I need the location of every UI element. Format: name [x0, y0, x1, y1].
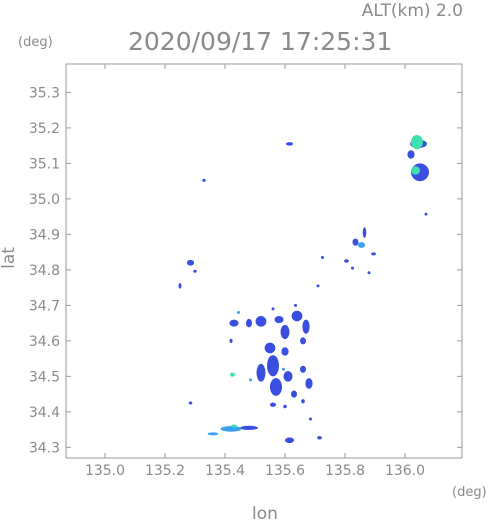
- echo-cell-weak: [291, 390, 297, 398]
- x-unit-label: (deg): [452, 485, 487, 500]
- echo-cell-medium: [207, 432, 219, 436]
- echo-cell-weak: [267, 355, 279, 377]
- echo-cell-weak: [367, 271, 371, 275]
- echo-cell-weak: [300, 337, 306, 345]
- plot-frame: [65, 63, 463, 459]
- echo-cell-weak: [302, 319, 310, 334]
- echo-cell-strong: [231, 424, 237, 428]
- y-tick-label: 34.8: [29, 263, 60, 279]
- echo-cell-weak: [305, 378, 313, 389]
- echo-cell-strong: [411, 134, 423, 150]
- y-tick-label: 34.5: [29, 369, 60, 385]
- echo-cell-weak: [281, 347, 289, 356]
- y-tick-label: 35.2: [29, 121, 60, 137]
- echo-cell-weak: [294, 303, 297, 307]
- echo-cell-weak: [178, 283, 182, 289]
- echo-layer: [178, 134, 429, 444]
- x-tick-label: 135.4: [205, 463, 245, 479]
- echo-cell-weak: [271, 307, 275, 311]
- echo-cell-weak: [246, 318, 252, 328]
- echo-cell-weak: [193, 269, 197, 273]
- y-tick-label: 35.1: [29, 156, 60, 172]
- echo-cell-weak: [362, 227, 367, 238]
- x-tick-label: 135.2: [145, 463, 185, 479]
- echo-cell-strong: [230, 372, 235, 377]
- y-tick-label: 34.6: [29, 334, 60, 350]
- y-tick-label: 35.3: [29, 85, 60, 101]
- echo-cell-weak: [283, 371, 293, 382]
- y-tick-label: 34.9: [29, 227, 60, 243]
- echo-cell-weak: [407, 150, 415, 159]
- echo-cell-weak: [344, 259, 349, 263]
- echo-cell-weak: [256, 363, 266, 382]
- y-axis-label: lat: [0, 247, 19, 269]
- chart-title: 2020/09/17 17:25:31: [128, 27, 392, 56]
- echo-cell-weak: [371, 252, 376, 256]
- echo-cell-weak: [352, 238, 359, 246]
- echo-cell-strong: [411, 166, 420, 175]
- echo-cell-medium: [249, 378, 252, 382]
- echo-cell-weak: [264, 342, 276, 354]
- altitude-label: ALT(km) 2.0: [362, 1, 463, 21]
- echo-cell-weak: [316, 284, 320, 288]
- echo-cell-weak: [255, 316, 267, 327]
- echo-cell-weak: [186, 259, 195, 266]
- y-tick-label: 34.4: [29, 405, 60, 421]
- echo-cell-weak: [202, 178, 206, 182]
- echo-cell-weak: [285, 142, 294, 146]
- x-axis-label: lon: [252, 504, 278, 521]
- echo-cell-weak: [300, 365, 306, 373]
- x-tick-label: 136.0: [385, 463, 425, 479]
- echo-cell-weak: [291, 310, 303, 322]
- echo-cell-weak: [280, 324, 290, 340]
- echo-cell-weak: [229, 319, 239, 327]
- echo-cell-weak: [301, 399, 305, 404]
- echo-cell-weak: [283, 404, 287, 409]
- x-tick-label: 135.6: [265, 463, 305, 479]
- echo-cell-weak: [240, 425, 258, 430]
- echo-cell-medium: [357, 242, 366, 248]
- echo-cell-weak: [188, 401, 193, 405]
- x-tick-label: 135.0: [85, 463, 125, 479]
- echo-cell-medium: [237, 310, 240, 314]
- echo-cell-weak: [321, 255, 324, 259]
- echo-cell-weak: [274, 316, 284, 324]
- echo-cell-medium: [282, 367, 285, 371]
- echo-cell-weak: [285, 437, 294, 444]
- echo-cell-weak: [229, 338, 233, 343]
- axis-ticks: 135.0 135.2 135.4 135.6 135.8 136.0 34.3 34.4 34…: [29, 64, 462, 479]
- echo-cell-weak: [309, 417, 312, 421]
- x-tick-label: 135.8: [325, 463, 365, 479]
- y-tick-label: 34.3: [29, 440, 60, 456]
- y-tick-label: 35.0: [29, 192, 60, 208]
- echo-cell-weak: [270, 378, 282, 396]
- echo-cell-weak: [270, 402, 276, 407]
- echo-cell-medium: [220, 426, 242, 432]
- y-tick-label: 34.7: [29, 298, 60, 314]
- echo-cell-weak: [424, 212, 428, 216]
- echo-cell-weak: [351, 266, 354, 270]
- echo-cell-weak: [317, 435, 322, 440]
- y-unit-label: (deg): [18, 35, 53, 50]
